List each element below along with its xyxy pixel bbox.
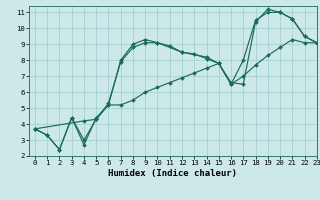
X-axis label: Humidex (Indice chaleur): Humidex (Indice chaleur) — [108, 169, 237, 178]
